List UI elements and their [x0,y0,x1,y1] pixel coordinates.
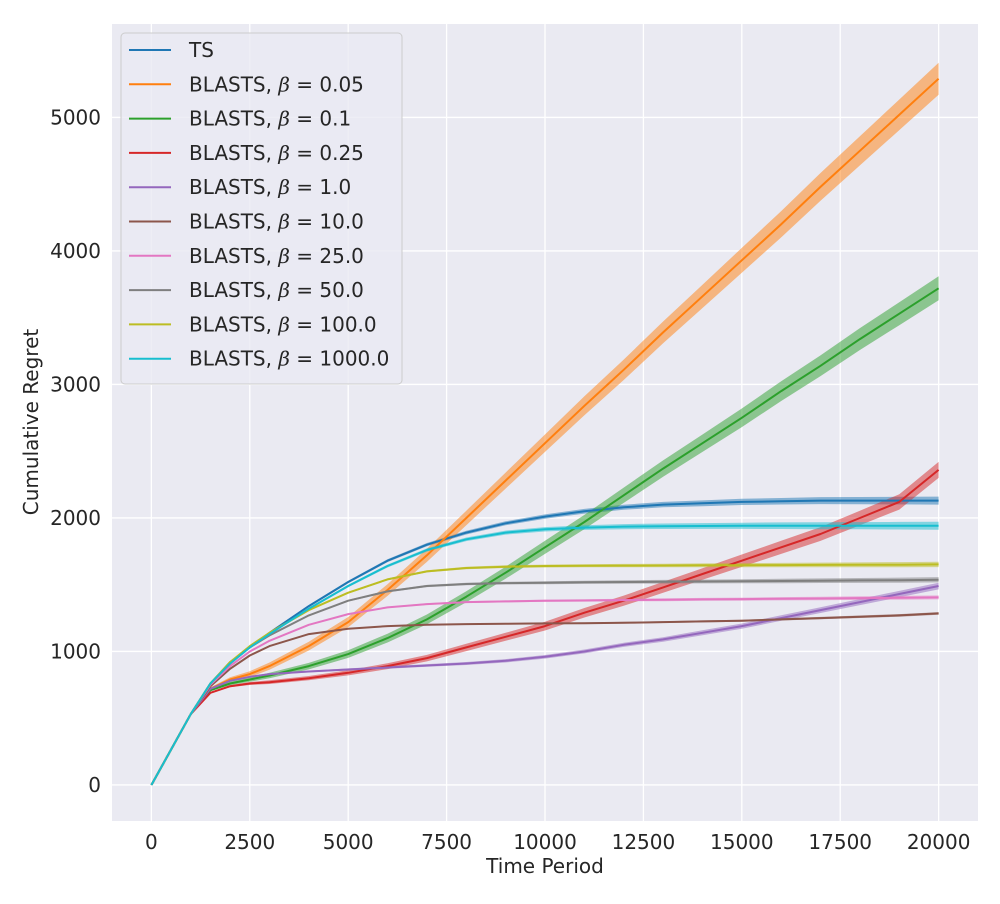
x-tick-label: 5000 [323,830,374,854]
legend-item: BLASTS, β = 0.05 [129,72,364,96]
series-line [150,287,940,786]
legend-item: BLASTS, β = 100.0 [129,312,377,336]
legend-label: BLASTS, β = 25.0 [189,244,364,268]
legend-label: TS [188,38,214,62]
legend-label: BLASTS, β = 0.25 [189,141,364,165]
legend-label: BLASTS, β = 100.0 [189,312,377,336]
legend-label: BLASTS, β = 0.05 [189,72,364,96]
x-tick-label: 7500 [421,830,472,854]
x-tick-label: 20000 [907,830,971,854]
y-tick-label: 0 [88,773,101,797]
legend-label: BLASTS, β = 10.0 [189,210,364,234]
legend-item: BLASTS, β = 1.0 [129,175,351,199]
series-line [150,563,939,786]
legend-item: BLASTS, β = 0.1 [129,107,351,131]
series-line [150,524,939,786]
x-axis-label: Time Period [485,854,604,878]
legend: TS BLASTS, β = 0.05 BLASTS, β = 0.1 BLASTS,… [120,32,403,385]
series-band [151,276,939,785]
tick-labels: 0 2500 5000 7500 10000 12500 15000 17500 20000 0 1… [50,105,970,854]
y-tick-label: 2000 [50,506,101,530]
legend-box [120,32,403,385]
x-tick-label: 17500 [808,830,872,854]
series-line [150,596,939,786]
legend-item: BLASTS, β = 1000.0 [129,347,389,371]
x-tick-label: 2500 [224,830,275,854]
y-tick-label: 1000 [50,639,101,663]
series-line [150,612,939,786]
series-line [150,469,940,786]
legend-item: BLASTS, β = 10.0 [129,210,364,234]
legend-item: BLASTS, β = 25.0 [129,244,364,268]
x-tick-label: 0 [145,830,158,854]
series-line [150,77,940,786]
y-tick-label: 5000 [50,105,101,129]
legend-item: BLASTS, β = 50.0 [129,278,364,302]
x-tick-label: 15000 [710,830,774,854]
legend-label: BLASTS, β = 0.1 [189,107,351,131]
legend-item: BLASTS, β = 0.25 [129,141,364,165]
y-axis-label: Cumulative Regret [19,329,43,516]
legend-label: BLASTS, β = 1000.0 [189,347,389,371]
legend-label: BLASTS, β = 1.0 [189,175,351,199]
y-tick-label: 4000 [50,239,101,263]
y-tick-label: 3000 [50,372,101,396]
series-lines [150,77,940,786]
legend-item: TS [129,38,214,62]
series-line [150,585,939,786]
legend-label: BLASTS, β = 50.0 [189,278,364,302]
x-tick-label: 10000 [513,830,577,854]
x-tick-label: 12500 [612,830,676,854]
